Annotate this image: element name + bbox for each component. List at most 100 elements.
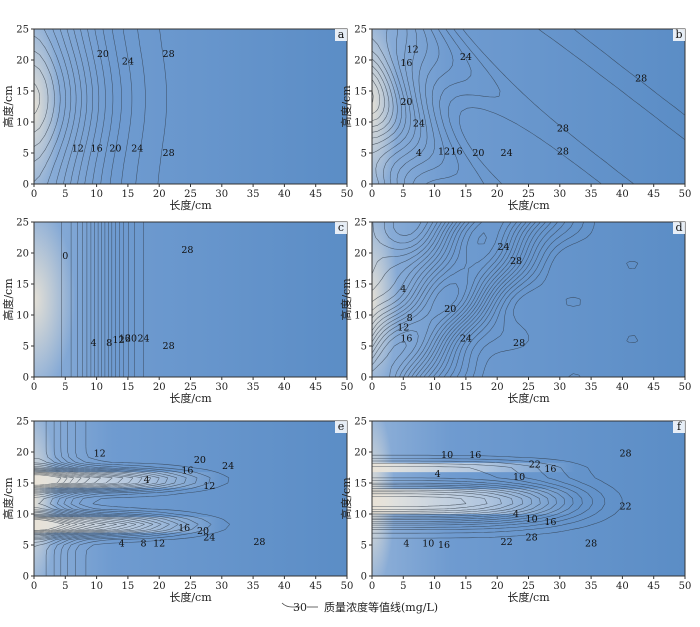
- y-axis-title: 高度/cm: [1, 85, 15, 128]
- y-tick-label: 15: [354, 479, 367, 490]
- contour-line: [403, 29, 440, 184]
- x-tick-label: 5: [400, 581, 406, 592]
- x-tick-label: 15: [460, 382, 473, 393]
- x-tick-label: 25: [522, 581, 535, 592]
- panel-tag: f: [677, 420, 682, 433]
- x-tick-label: 10: [428, 382, 441, 393]
- y-tick-label: 0: [23, 180, 29, 191]
- x-tick-label: 35: [585, 382, 598, 393]
- legend-line-icon: [281, 602, 300, 608]
- contour-line: [372, 72, 385, 122]
- x-tick-label: 20: [491, 189, 504, 200]
- x-tick-label: 40: [278, 382, 291, 393]
- x-tick-label: 45: [647, 189, 660, 200]
- x-tick-label: 5: [62, 189, 68, 200]
- contour-label: 16: [400, 333, 412, 344]
- x-tick-label: 15: [122, 189, 135, 200]
- plume-band: [34, 472, 222, 488]
- contour-label: 16: [544, 517, 556, 528]
- y-tick-label: 25: [354, 417, 367, 428]
- y-axis-title: 高度/cm: [339, 477, 353, 520]
- contour-label: 16: [181, 466, 193, 477]
- contour-line: [100, 29, 114, 184]
- y-tick-label: 25: [16, 25, 29, 36]
- panel-tag-box: [673, 421, 685, 433]
- contour-line: [70, 29, 88, 184]
- contour-label: 0: [62, 251, 68, 262]
- panel-tag-box: [335, 421, 347, 433]
- legend-text: 质量浓度等值线(mg/L): [324, 600, 438, 614]
- contour-label: 28: [526, 532, 538, 543]
- contour-lines: [61, 222, 144, 377]
- contour-label: 20: [97, 49, 109, 60]
- contour-line: [372, 222, 527, 377]
- x-tick-label: 10: [90, 581, 103, 592]
- x-tick-label: 25: [522, 382, 535, 393]
- contour-label: 28: [163, 341, 175, 352]
- contour-line: [372, 222, 532, 377]
- panel-a: 20 24 28 12 16 20 24 28 a 0 5 10 15 20 25 30 35 40 45 50 0 5 1…: [1, 25, 353, 213]
- contour-line: [85, 421, 230, 576]
- y-tick-label: 5: [361, 541, 367, 552]
- contour-line: [63, 29, 82, 184]
- contour-lines: [34, 421, 230, 576]
- x-tick-label: 45: [647, 581, 660, 592]
- x-tick-label: 35: [585, 581, 598, 592]
- contour-lines: [372, 29, 685, 184]
- panel-tag: c: [338, 221, 344, 234]
- contour-label: 22: [619, 501, 631, 512]
- contour-line: [372, 484, 541, 519]
- contour-label: 12: [94, 449, 106, 460]
- contour-label: 12: [407, 44, 419, 55]
- contour-label: 16: [469, 450, 481, 461]
- x-tick-label: 0: [31, 581, 37, 592]
- contour-label: 4: [119, 539, 125, 550]
- contour-label: 16: [178, 523, 190, 534]
- y-tick-label: 25: [16, 417, 29, 428]
- contour-label: 10: [422, 539, 434, 550]
- x-tick-label: 50: [679, 189, 692, 200]
- x-tick-label: 0: [31, 189, 37, 200]
- contour-line: [372, 222, 546, 377]
- contour-line: [47, 29, 72, 184]
- plume-band: [372, 462, 576, 473]
- contour-lines: [372, 222, 685, 377]
- y-tick-label: 20: [16, 249, 29, 260]
- contour-line: [372, 65, 390, 127]
- x-tick-label: 25: [522, 189, 535, 200]
- contour-label: 4: [144, 475, 150, 486]
- y-tick-label: 20: [16, 56, 29, 67]
- y-axis-title: 高度/cm: [339, 85, 353, 128]
- x-tick-label: 0: [369, 189, 375, 200]
- contour-line: [60, 421, 188, 576]
- contour-line: [34, 35, 61, 162]
- plot-area-b: [372, 29, 685, 184]
- contour-label: 24: [497, 242, 509, 253]
- panel-tag-box: [673, 222, 685, 234]
- contour-line: [372, 493, 488, 510]
- x-tick-label: 25: [184, 189, 197, 200]
- contour-label: 12: [438, 147, 450, 158]
- x-tick-label: 25: [184, 581, 197, 592]
- x-axis-title: 长度/cm: [169, 198, 212, 212]
- contour-line: [372, 222, 536, 377]
- contour-label: 28: [181, 245, 193, 256]
- x-tick-label: 45: [309, 581, 322, 592]
- x-tick-label: 20: [491, 581, 504, 592]
- contour-line: [425, 29, 472, 184]
- contour-label: 10: [513, 472, 525, 483]
- contour-line: [383, 29, 416, 184]
- contour-line: [55, 29, 77, 184]
- contour-line: [135, 29, 146, 184]
- y-tick-label: 15: [354, 87, 367, 98]
- contour-label: 28: [585, 539, 597, 550]
- y-tick-label: 0: [361, 180, 367, 191]
- contour-label: 20: [109, 144, 121, 155]
- field-background: [34, 29, 347, 184]
- contour-line: [372, 222, 504, 377]
- x-tick-label: 30: [553, 581, 566, 592]
